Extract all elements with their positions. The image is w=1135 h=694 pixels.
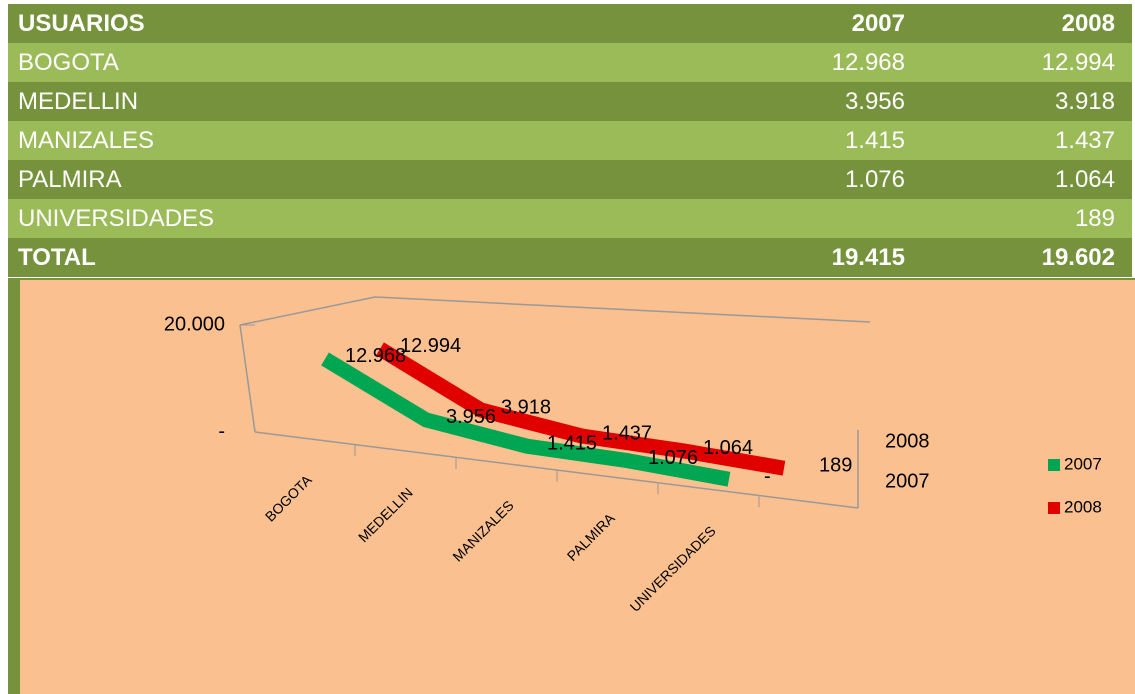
cell: MEDELLIN: [18, 88, 139, 115]
cell: USUARIOS: [18, 10, 145, 37]
cell: 1.064: [1054, 166, 1115, 193]
data-label: 3.956: [446, 406, 496, 428]
cell: 19.602: [1041, 244, 1115, 271]
table-row: TOTAL 19.415 19.602: [8, 238, 1132, 277]
cell: PALMIRA: [18, 166, 122, 193]
table: USUARIOS 2007 2008 BOGOTA 12.968 12.994 MEDELL…: [8, 4, 1132, 277]
table-row: MANIZALES 1.415 1.437: [8, 121, 1132, 160]
table-row: USUARIOS 2007 2008: [8, 4, 1132, 43]
data-label: 12.994: [400, 335, 461, 357]
cell: 189: [1074, 205, 1115, 232]
data-label: 1.415: [547, 432, 597, 454]
cell: BOGOTA: [18, 49, 119, 76]
cell: TOTAL: [18, 244, 96, 271]
data-label: 3.918: [501, 396, 551, 418]
series-line: [321, 352, 731, 487]
legend-label: 2008: [1064, 497, 1102, 516]
data-label: 1.076: [648, 447, 698, 469]
cell: 12.968: [831, 49, 905, 76]
cell: UNIVERSIDADES: [18, 205, 215, 232]
legend-label: 2007: [1064, 454, 1102, 473]
depth-label: 2008: [885, 430, 930, 452]
data-label: 189: [819, 454, 852, 476]
legend-swatch: [1048, 502, 1060, 514]
depth-label: 2007: [885, 470, 930, 492]
data-label: -: [764, 466, 771, 488]
y-axis: [239, 324, 256, 433]
table-row: UNIVERSIDADES 189: [8, 199, 1132, 238]
cell: 12.994: [1041, 49, 1115, 76]
back-wall: [239, 296, 871, 326]
legend-swatch: [1048, 459, 1060, 471]
data-label: 12.968: [345, 345, 406, 367]
cell: 1.415: [844, 127, 905, 154]
cell: 2007: [851, 10, 905, 37]
table-row: BOGOTA 12.968 12.994: [8, 43, 1132, 82]
cell: 1.437: [1054, 127, 1115, 154]
chart-area: [20, 280, 1135, 694]
data-label: 1.437: [602, 422, 652, 444]
cell: 19.415: [831, 244, 905, 271]
cell: 3.956: [844, 88, 905, 115]
cell: MANIZALES: [18, 127, 155, 154]
cell: 3.918: [1054, 88, 1115, 115]
table-row: MEDELLIN 3.956 3.918: [8, 82, 1132, 121]
series-line: [376, 342, 786, 476]
y-tick-label: -: [218, 420, 225, 442]
cell: 2008: [1061, 10, 1115, 37]
y-tick-label: 20.000: [164, 313, 225, 335]
cell: 1.076: [844, 166, 905, 193]
data-label: 1.064: [703, 437, 753, 459]
table-row: PALMIRA 1.076 1.064: [8, 160, 1132, 199]
